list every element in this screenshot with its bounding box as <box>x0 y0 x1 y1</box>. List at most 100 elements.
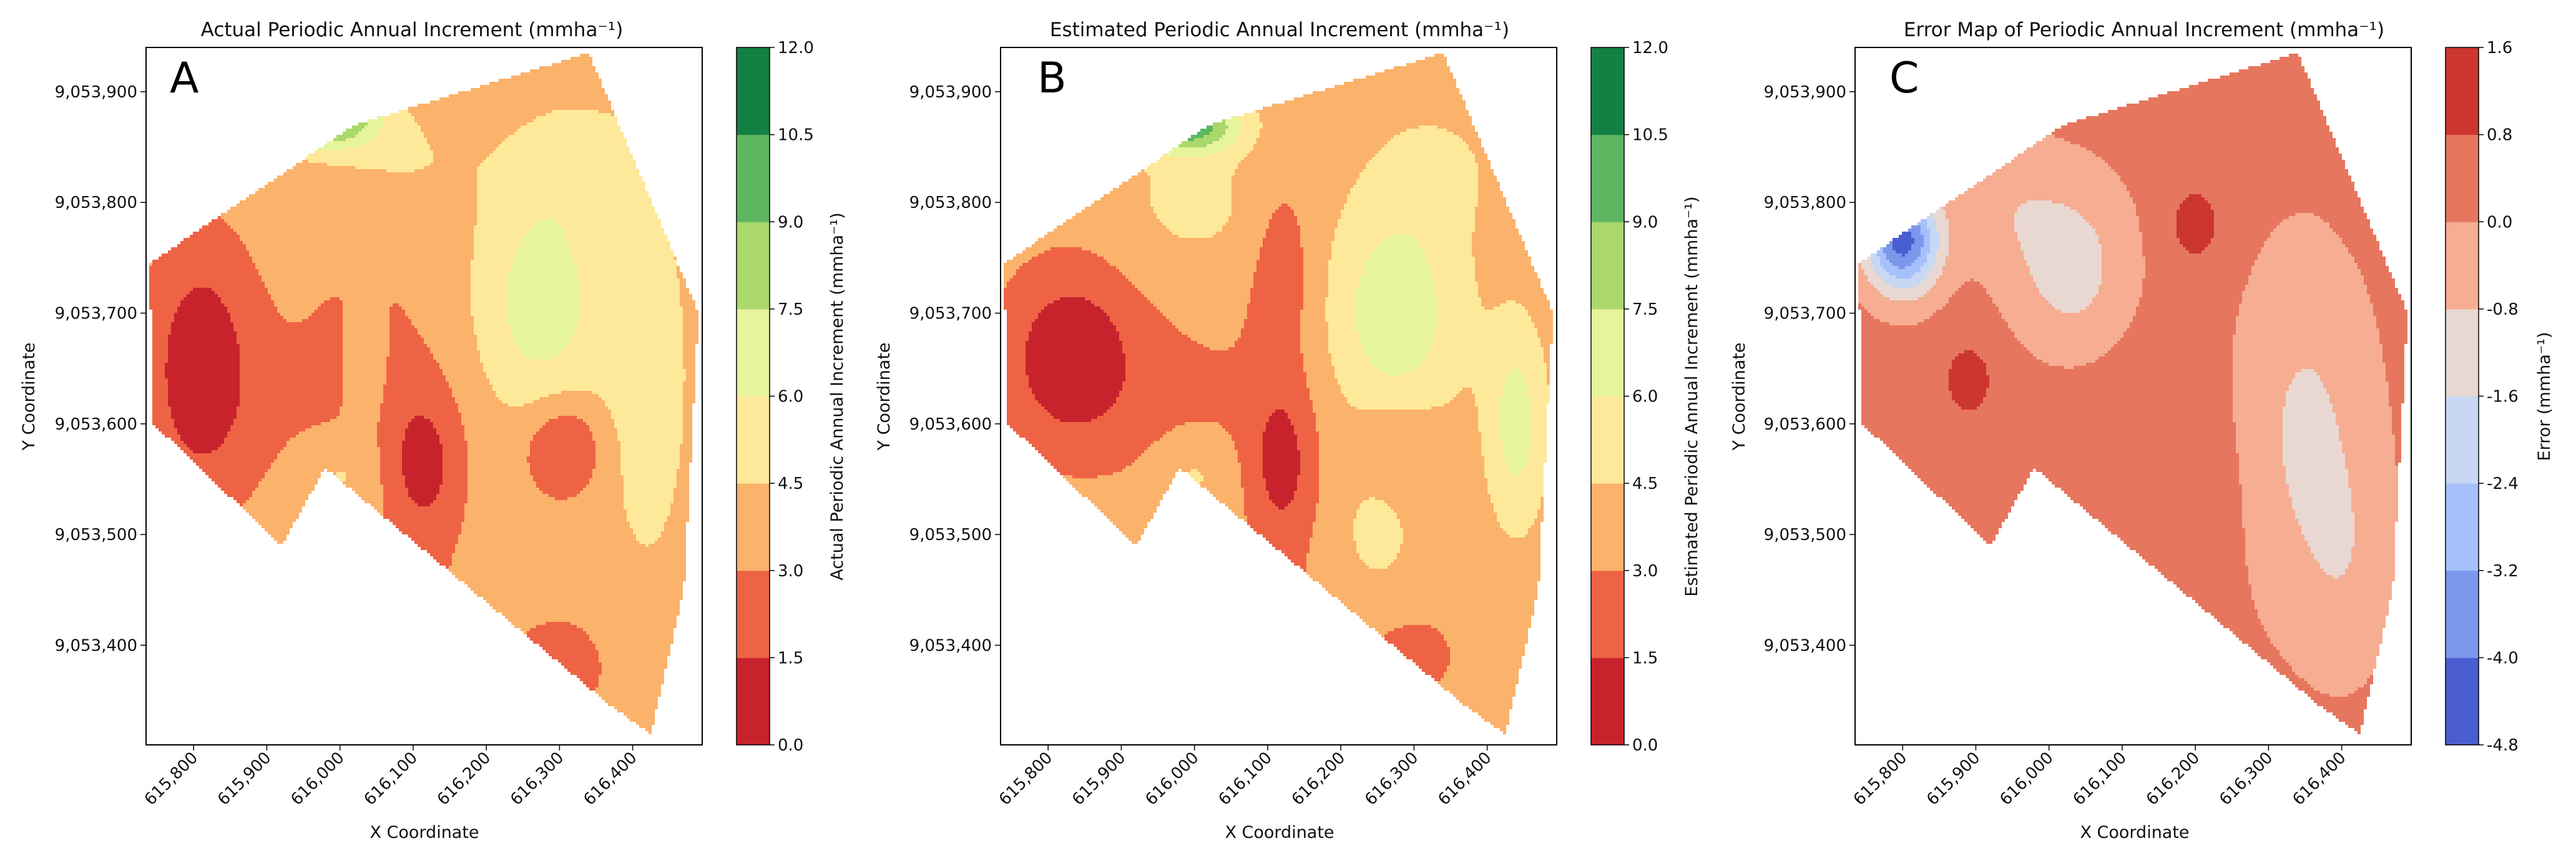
panel-c-y-tick-label-6: 9,053,900 <box>1764 83 1846 102</box>
panel-b-colorbar-swatch-8 <box>1591 47 1624 135</box>
panel-c-colorbar-swatch-2 <box>2446 570 2479 658</box>
panel-a-colorbar-swatch-5 <box>737 308 770 396</box>
panel-c-colorbar-tick-label-1: -4.8 <box>2487 736 2519 755</box>
panel-b-level-band-7 <box>1188 125 1213 141</box>
panel-a-label: A <box>170 54 199 103</box>
panel-a-x-tick-label-6: 616,300 <box>507 749 567 809</box>
panel-b-level-band-4 <box>1144 110 1550 569</box>
panel-c-level-band-7 <box>1858 54 2407 734</box>
panel-c-y-tick-label-1: 9,053,400 <box>1764 636 1846 655</box>
panel-a-colorbar-tick-label-7: 9.0 <box>778 213 803 232</box>
panel-b-y-axis-label: Y Coordinate <box>874 342 894 451</box>
panel-a-colorbar-swatch-4 <box>737 396 770 484</box>
panel-b-level-band-5 <box>1166 116 1531 475</box>
panel-a-x-axis-label: X Coordinate <box>370 823 479 842</box>
panel-a-y-tick-label-5: 9,053,800 <box>55 194 137 212</box>
panel-b-x-tick-label-5: 616,200 <box>1288 749 1349 809</box>
panel-b-colorbar-tick-label-3: 3.0 <box>1632 562 1658 581</box>
panel-c-x-tick-label-7: 616,400 <box>2289 749 2349 809</box>
panel-a-colorbar-tick-label-8: 10.5 <box>778 126 814 145</box>
panel-c-colorbar: -4.8 -4.0 -3.2 -2.4 -1.6 -0.8 0.0 0.8 1.… <box>2445 39 2554 755</box>
panel-c-colorbar-tick-label-4: -2.4 <box>2487 475 2519 493</box>
panel-c-colorbar-tick-label-8: 0.8 <box>2487 126 2512 145</box>
panel-c-x-axis-label: X Coordinate <box>2080 823 2189 842</box>
panel-c-label: C <box>1889 54 1919 103</box>
panel-c-y-axis-label: Y Coordinate <box>1730 342 1749 451</box>
panel-b-colorbar: 0.0 1.5 3.0 4.5 6.0 7.5 9.0 10.5 12.0 Es… <box>1590 39 1702 755</box>
panel-a-colorbar-tick-label-2: 1.5 <box>778 649 803 667</box>
panel-a-colorbar-swatch-6 <box>737 222 770 310</box>
panel-c-x-tick-label-3: 616,000 <box>1996 749 2057 809</box>
panel-a-title: Actual Periodic Annual Increment (mmha⁻¹… <box>201 19 624 41</box>
panel-c-x-ticks: 615,800 615,900 616,000 616,100 616,200 … <box>1850 745 2350 809</box>
panel-b-colorbar-swatch-7 <box>1591 134 1624 222</box>
panel-b-colorbar-tick-label-9: 12.0 <box>1632 39 1668 57</box>
panel-c-level-band-5 <box>1861 200 2354 578</box>
panel-b: Estimated Periodic Annual Increment (mmh… <box>874 19 1702 842</box>
panel-c-contour-field <box>1858 54 2407 734</box>
panel-b-y-tick-label-2: 9,053,500 <box>909 526 992 544</box>
panel-b-colorbar-swatch-2 <box>1591 570 1624 658</box>
panel-c-x-tick-label-2: 615,900 <box>1923 749 1984 809</box>
panel-b-y-tick-label-3: 9,053,600 <box>909 415 992 434</box>
panel-b-colorbar-tick-label-1: 0.0 <box>1632 736 1658 755</box>
panel-c-colorbar-swatch-4 <box>2446 396 2479 484</box>
panel-a-x-tick-label-1: 615,800 <box>141 749 202 809</box>
panel-b-title: Estimated Periodic Annual Increment (mmh… <box>1050 19 1509 41</box>
panel-a-colorbar-swatch-2 <box>737 570 770 658</box>
panel-a-level-band-4 <box>305 110 686 547</box>
panel-a-colorbar-tick-label-5: 6.0 <box>778 388 803 406</box>
panel-c-title: Error Map of Periodic Annual Increment (… <box>1904 19 2384 41</box>
panel-c-x-tick-label-4: 616,100 <box>2070 749 2130 809</box>
panel-c-colorbar-tick-label-7: 0.0 <box>2487 213 2512 232</box>
panel-a: Actual Periodic Annual Increment (mmha⁻¹… <box>19 19 847 842</box>
panel-b-x-tick-label-7: 616,400 <box>1434 749 1495 809</box>
panel-c-colorbar-swatch-5 <box>2446 308 2479 396</box>
panel-a-y-axis-label: Y Coordinate <box>19 342 39 451</box>
panel-c: Error Map of Periodic Annual Increment (… <box>1730 19 2554 842</box>
panel-a-colorbar-tick-label-9: 12.0 <box>778 39 814 57</box>
panel-c-colorbar-tick-label-9: 1.6 <box>2487 39 2512 57</box>
panel-a-level-band-5 <box>318 116 580 360</box>
panel-b-x-ticks: 615,800 615,900 616,000 616,100 616,200 … <box>996 745 1496 809</box>
panel-a-y-tick-label-6: 9,053,900 <box>55 83 137 102</box>
panel-b-colorbar-swatch-1 <box>1591 657 1624 745</box>
panel-b-y-tick-label-1: 9,053,400 <box>909 636 992 655</box>
panel-b-x-tick-label-4: 616,100 <box>1215 749 1276 809</box>
panel-a-x-ticks: 615,800 615,900 616,000 616,100 616,200 … <box>141 745 641 809</box>
panel-c-level-band-2 <box>1883 225 1924 269</box>
panel-b-level-band-3 <box>1004 54 1553 734</box>
panel-a-y-tick-label-2: 9,053,500 <box>55 526 137 544</box>
panel-a-y-tick-label-1: 9,053,400 <box>55 636 137 655</box>
panel-a-x-tick-label-7: 616,400 <box>580 749 640 809</box>
panel-a-level-band-2 <box>149 216 602 691</box>
panel-a-axes-frame <box>145 47 703 745</box>
panel-c-x-tick-label-5: 616,200 <box>2143 749 2203 809</box>
panel-c-x-tick-label-6: 616,300 <box>2216 749 2276 809</box>
panel-a-x-tick-label-5: 616,200 <box>434 749 494 809</box>
panel-c-colorbar-swatch-3 <box>2446 483 2479 571</box>
panel-a-colorbar-tick-label-3: 3.0 <box>778 562 803 581</box>
panel-a-level-band-6 <box>333 122 368 141</box>
panel-b-x-tick-label-3: 616,000 <box>1142 749 1202 809</box>
panel-b-level-band-2 <box>1004 204 1450 681</box>
panel-c-level-band-6 <box>1858 135 2398 697</box>
panel-b-x-tick-label-6: 616,300 <box>1361 749 1422 809</box>
panel-a-colorbar-swatch-1 <box>737 657 770 745</box>
panel-c-y-tick-label-2: 9,053,500 <box>1764 526 1846 544</box>
panel-c-axes-frame <box>1854 47 2412 745</box>
panel-b-contour-field <box>1004 54 1553 734</box>
panel-b-colorbar-tick-label-8: 10.5 <box>1632 126 1668 145</box>
panel-b-colorbar-label: Estimated Periodic Annual Increment (mmh… <box>1682 196 1702 596</box>
panel-b-colorbar-swatch-3 <box>1591 483 1624 571</box>
panel-b-y-ticks: 9,053,400 9,053,500 9,053,600 9,053,700 … <box>909 83 1001 655</box>
panel-b-y-tick-label-6: 9,053,900 <box>909 83 992 102</box>
panel-b-colorbar-swatch-4 <box>1591 396 1624 484</box>
panel-b-colorbar-tick-label-7: 9.0 <box>1632 213 1658 232</box>
panel-b-colorbar-tick-label-4: 4.5 <box>1632 475 1658 493</box>
panel-b-x-tick-label-1: 615,800 <box>996 749 1056 809</box>
panel-a-x-tick-label-4: 616,100 <box>361 749 421 809</box>
panel-b-y-tick-label-4: 9,053,700 <box>909 305 992 323</box>
